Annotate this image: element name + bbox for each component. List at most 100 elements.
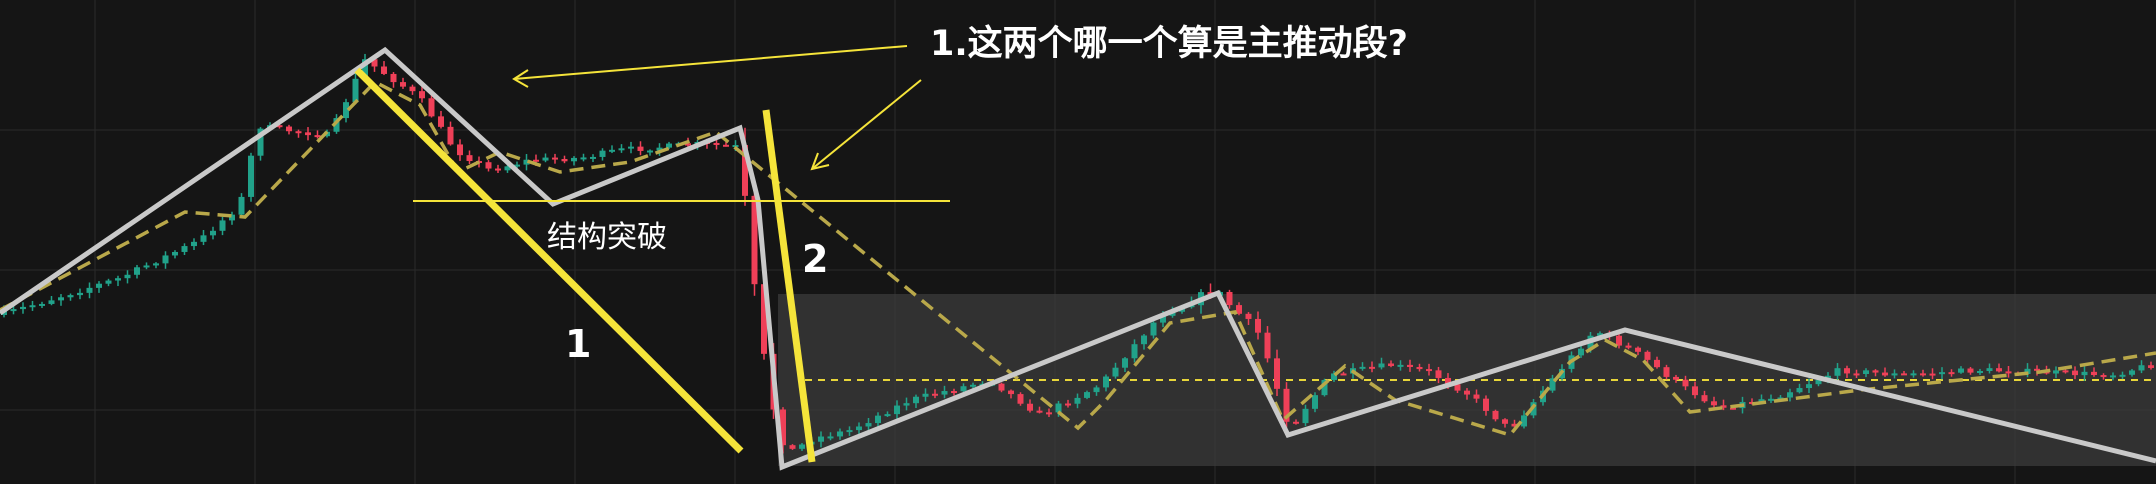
candle — [922, 388, 929, 402]
candle — [86, 282, 93, 299]
candle-body — [2053, 370, 2059, 374]
candle-body — [1017, 394, 1024, 404]
candle — [1720, 399, 1727, 411]
candle-body — [191, 241, 197, 247]
candle — [1948, 369, 1955, 377]
candle — [48, 296, 55, 306]
candle — [2119, 371, 2126, 380]
candle-body — [1787, 392, 1793, 398]
candle-body — [637, 146, 644, 151]
candle — [219, 216, 226, 236]
candle-body — [238, 196, 245, 215]
candle-body — [1597, 333, 1603, 336]
candle — [457, 139, 463, 161]
candle-body — [1777, 397, 1784, 400]
candle — [447, 121, 454, 146]
candle-body — [2024, 368, 2031, 374]
candle-body — [865, 423, 872, 427]
candle — [941, 385, 948, 399]
candle-body — [1511, 423, 1518, 427]
candle-body — [894, 405, 900, 415]
candle-body — [1768, 398, 1774, 401]
candle-body — [1521, 415, 1527, 427]
candle-body — [1464, 390, 1470, 395]
candle-body — [1141, 335, 1147, 345]
candle-body — [1416, 366, 1423, 370]
candle-body — [723, 144, 729, 147]
candle — [96, 281, 102, 293]
candle — [286, 124, 292, 135]
candle — [1359, 362, 1366, 371]
candle — [2081, 366, 2088, 381]
candle-body — [210, 230, 216, 236]
candle-body — [1549, 378, 1556, 391]
candle-body — [1730, 407, 1736, 410]
candle-body — [1388, 363, 1394, 367]
candle-body — [1711, 401, 1717, 406]
candle — [1378, 357, 1385, 370]
candle — [1644, 350, 1651, 364]
candle-body — [2119, 374, 2126, 377]
candle — [2100, 373, 2107, 380]
structure-break-label: 结构突破 — [547, 220, 667, 255]
candle-body — [1407, 364, 1413, 367]
candle — [894, 400, 900, 419]
candle — [713, 138, 720, 150]
candle-body — [400, 82, 406, 87]
candle-body — [913, 396, 919, 404]
candle — [628, 141, 634, 154]
candle — [1521, 410, 1527, 429]
candle-body — [371, 59, 378, 67]
candle — [552, 153, 558, 164]
candle — [1065, 399, 1071, 408]
candle-body — [789, 445, 796, 449]
candle — [1768, 394, 1774, 404]
candle-body — [1834, 368, 1841, 376]
candle-body — [1378, 363, 1385, 368]
candle — [1939, 367, 1945, 380]
candle-body — [229, 214, 235, 221]
candle — [1255, 311, 1261, 340]
candle — [1046, 408, 1052, 417]
candle-body — [1093, 387, 1100, 393]
candle — [77, 288, 83, 300]
candle-body — [1131, 344, 1138, 359]
candle-body — [1673, 376, 1679, 380]
candle-body — [2110, 375, 2116, 378]
candle — [590, 154, 596, 163]
candle-body — [1454, 384, 1461, 391]
candle-body — [2072, 370, 2078, 376]
candle — [1435, 366, 1442, 384]
candle-body — [153, 263, 159, 266]
candle — [1245, 312, 1252, 325]
candle — [238, 193, 245, 218]
candle-body — [1255, 318, 1261, 333]
candle — [666, 141, 672, 150]
candle-body — [314, 135, 321, 138]
candle — [1701, 390, 1708, 403]
candle-body — [1996, 368, 2002, 372]
candle-body — [647, 150, 653, 153]
candle-body — [248, 155, 254, 197]
candle-body — [1682, 379, 1689, 387]
candle — [305, 127, 311, 141]
candle-body — [884, 414, 891, 417]
candle-body — [1321, 380, 1328, 396]
candle-body — [846, 430, 853, 433]
candle-body — [1939, 372, 1945, 375]
candle — [571, 156, 577, 166]
candle-body — [799, 444, 805, 449]
candle — [1996, 363, 2002, 373]
candle — [1796, 383, 1803, 394]
candle — [1625, 342, 1632, 350]
candle — [67, 293, 74, 301]
leg2-label: 2 — [802, 237, 828, 281]
candle-body — [1929, 373, 1936, 376]
question-annotation: 1.这两个哪一个算是主推动段? — [930, 23, 1408, 64]
candle-body — [10, 309, 17, 312]
candle-body — [1359, 366, 1366, 369]
candle — [799, 443, 805, 451]
candle — [542, 153, 549, 163]
candle — [932, 389, 938, 399]
candle-body — [1720, 405, 1727, 408]
